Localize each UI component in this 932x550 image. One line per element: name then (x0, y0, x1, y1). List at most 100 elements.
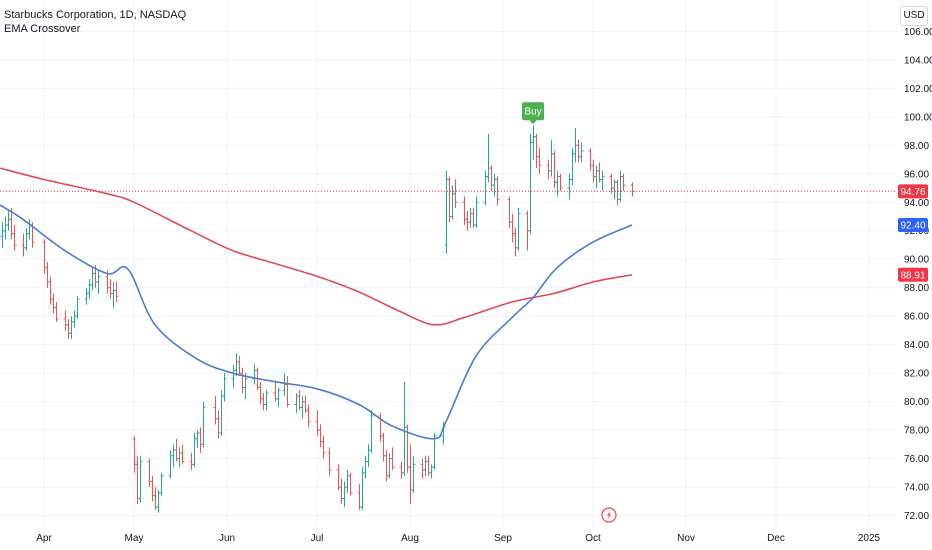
ohlc-bar (72, 310, 77, 328)
ema-slow-tag-box (898, 267, 928, 282)
ohlc-bar (132, 435, 137, 473)
ohlc-bar (222, 373, 227, 402)
ohlc-bar (381, 432, 386, 462)
ohlc-bar (366, 444, 371, 468)
ohlc-bar (558, 173, 563, 191)
chart-grid (0, 0, 897, 527)
price-tick-label: 74.00 (904, 483, 929, 494)
ohlc-bar (231, 364, 236, 388)
ohlc-bar (84, 287, 89, 305)
ohlc-bar (600, 170, 605, 191)
ohlc-bar (576, 139, 581, 163)
ohlc-bar (285, 376, 290, 408)
price-tick-label: 82.00 (904, 369, 929, 380)
price-tags: 94.76 92.40 88.91 (898, 184, 928, 282)
ohlc-bars (0, 125, 635, 513)
ohlc-bar (474, 196, 479, 228)
ohlc-bar (402, 381, 407, 476)
ohlc-bar (216, 410, 221, 439)
ohlc-bar (492, 173, 497, 197)
ohlc-bar (198, 427, 203, 453)
ohlc-bar (75, 296, 80, 320)
ohlc-bar (48, 276, 53, 305)
ohlc-bar (177, 447, 182, 468)
currency-button[interactable]: USD (900, 6, 928, 26)
ohlc-bar (510, 213, 515, 243)
ohlc-bar (339, 478, 344, 505)
ohlc-bar (108, 279, 113, 300)
ohlc-bar (201, 401, 206, 448)
buy-signal-label: Buy (524, 107, 541, 118)
lightning-icon-bolt (606, 510, 612, 520)
ohlc-bar (483, 170, 488, 206)
ohlc-bar (258, 381, 263, 405)
symbol-title[interactable]: Starbucks Corporation, 1D, NASDAQ (4, 9, 187, 21)
ohlc-bar (411, 455, 416, 493)
ema-fast-tag: 92.40 (898, 218, 928, 233)
ema-fast-tag-label: 92.40 (900, 221, 925, 232)
ohlc-bar (159, 472, 164, 496)
ohlc-bar (264, 390, 269, 411)
last-price-tag-box (898, 184, 928, 199)
ohlc-bar (54, 301, 59, 322)
ohlc-bar (567, 173, 572, 200)
ohlc-bar (327, 447, 332, 476)
ohlc-bar (495, 176, 500, 206)
ohlc-bar (621, 173, 626, 191)
ohlc-bar (90, 267, 95, 291)
ohlc-bar (156, 489, 161, 513)
ohlc-bar (189, 452, 194, 471)
ohlc-bar (192, 432, 197, 468)
ohlc-bar (531, 125, 536, 160)
chart-legend: Starbucks Corporation, 1D, NASDAQ EMA Cr… (4, 8, 186, 36)
ema-fast-tag-box (898, 218, 928, 233)
ohlc-bar (87, 279, 92, 300)
ohlc-bar (240, 367, 245, 394)
price-tick-label: 80.00 (904, 397, 929, 408)
ohlc-bar (276, 387, 281, 408)
ema-fast-line (0, 204, 633, 440)
ohlc-bar (348, 472, 353, 496)
ohlc-bar (306, 404, 311, 428)
indicator-title[interactable]: EMA Crossover (4, 23, 81, 35)
ohlc-bar (465, 210, 470, 231)
ohlc-bar (528, 133, 533, 234)
time-tick-label: Jul (311, 533, 324, 544)
ohlc-bar (3, 216, 8, 240)
time-axis[interactable]: Apr May Jun Jul Aug Sep Oct Nov Dec 2025 (36, 533, 880, 544)
time-tick-label: Nov (677, 533, 695, 544)
price-tick-label: 86.00 (904, 312, 929, 323)
ohlc-bar (429, 464, 434, 479)
ohlc-bar (591, 159, 596, 183)
ohlc-bar (537, 148, 542, 174)
ohlc-bar (174, 438, 179, 462)
ohlc-bar (168, 450, 173, 479)
last-price-tag-label: 94.76 (900, 187, 925, 198)
ohlc-bar (213, 395, 218, 425)
ohlc-bar (300, 395, 305, 419)
ohlc-bar (171, 444, 176, 468)
price-tick-label: 104.00 (904, 55, 932, 66)
ohlc-bar (447, 176, 452, 223)
ohlc-bar (360, 467, 365, 510)
ohlc-bar (342, 481, 347, 508)
time-tick-label: May (125, 533, 144, 544)
ohlc-bar (243, 373, 248, 399)
ohlc-bar (453, 179, 458, 208)
price-tick-label: 102.00 (904, 84, 932, 95)
ohlc-bar (363, 455, 368, 479)
ohlc-bar (63, 310, 68, 331)
ohlc-bar (315, 410, 320, 436)
time-tick-label: Oct (585, 533, 601, 544)
ohlc-bar (96, 270, 101, 294)
buy-signal: Buy (522, 102, 544, 125)
lightning-icon[interactable] (601, 507, 617, 523)
ohlc-bar (66, 319, 71, 339)
ohlc-bar (114, 282, 119, 302)
ema-slow-tag: 88.91 (898, 267, 928, 282)
price-tick-label: 72.00 (904, 511, 929, 522)
ohlc-bar (369, 410, 374, 453)
ohlc-bar (408, 444, 413, 505)
ohlc-bar (357, 484, 362, 510)
